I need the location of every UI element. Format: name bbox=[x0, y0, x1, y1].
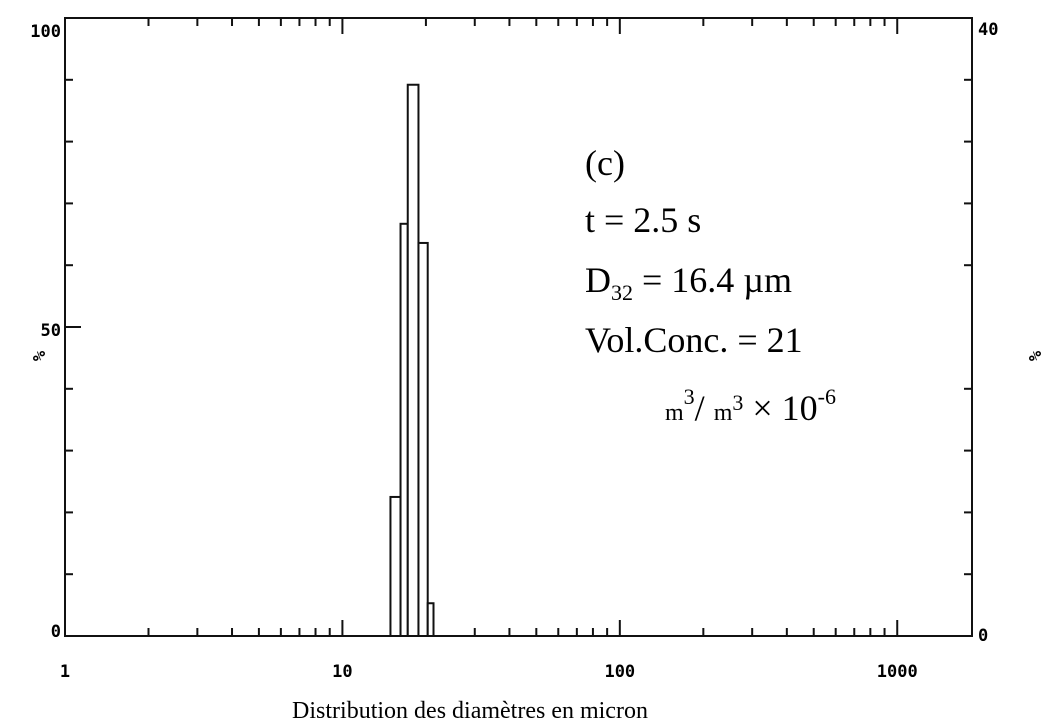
annotation-part: / bbox=[695, 388, 714, 428]
annotation-part: 32 bbox=[611, 280, 633, 305]
x-tick-label: 10 bbox=[332, 662, 352, 682]
annotation-part: (c) bbox=[585, 143, 625, 183]
y-tick-label: 50 bbox=[41, 321, 61, 341]
bar bbox=[426, 602, 435, 637]
bar bbox=[389, 495, 402, 638]
annotation-part: D bbox=[585, 260, 611, 300]
x-tick-label: 100 bbox=[604, 662, 635, 682]
annotation: m3/ m3 × 10-6 bbox=[665, 384, 836, 428]
y2-axis-label: % bbox=[1026, 350, 1046, 361]
bar bbox=[406, 83, 420, 637]
y2-tick-label: 40 bbox=[978, 20, 998, 40]
x-tick-label: 1000 bbox=[877, 662, 918, 682]
plot-frame bbox=[64, 17, 973, 637]
annotation-part: = 16.4 µm bbox=[633, 260, 792, 300]
annotation-part: t = 2.5 s bbox=[585, 200, 701, 240]
bar bbox=[417, 241, 429, 637]
annotation-part: m bbox=[665, 400, 684, 426]
y-axis-label: % bbox=[30, 350, 50, 361]
annotation-part: Vol.Conc. = 21 bbox=[585, 320, 803, 360]
annotation-part: -6 bbox=[818, 384, 836, 409]
annotation-part: × 10 bbox=[743, 388, 817, 428]
annotation-part: m bbox=[714, 400, 733, 426]
annotation-part: 3 bbox=[684, 384, 695, 409]
bar bbox=[399, 222, 409, 637]
annotation: D32 = 16.4 µm bbox=[585, 260, 792, 305]
y-tick-label: 100 bbox=[30, 22, 61, 42]
x-tick-label: 1 bbox=[60, 662, 70, 682]
annotation-part: 3 bbox=[732, 390, 743, 415]
annotation: Vol.Conc. = 21 bbox=[585, 320, 803, 360]
annotation: (c) bbox=[585, 143, 625, 183]
y-tick-label: 0 bbox=[51, 622, 61, 642]
y2-tick-label: 0 bbox=[978, 626, 988, 646]
annotation: t = 2.5 s bbox=[585, 200, 701, 240]
x-axis-label: Distribution des diamètres en micron bbox=[292, 698, 648, 724]
